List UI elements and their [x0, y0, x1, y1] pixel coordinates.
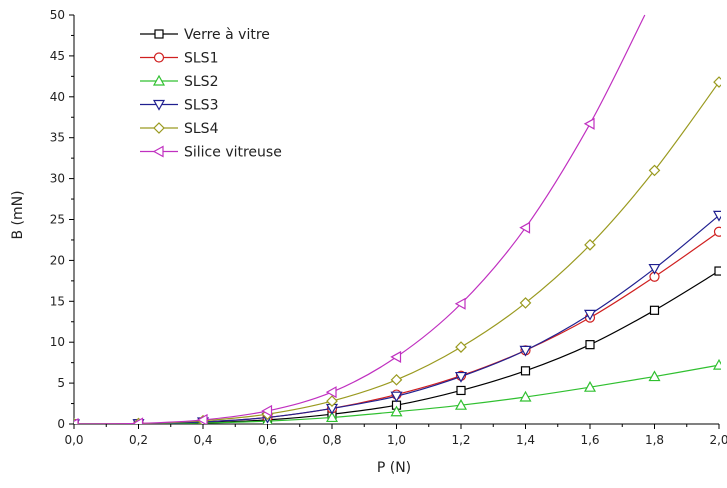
data-point: [713, 226, 721, 237]
data-point: [390, 373, 403, 386]
y-tick-label: 50: [50, 8, 65, 22]
x-tick-label: 0,0: [64, 433, 83, 447]
legend-label: SLS2: [184, 74, 218, 90]
y-tick-label: 40: [50, 90, 65, 104]
data-point: [583, 380, 597, 392]
y-tick-label: 0: [57, 417, 65, 431]
series-line: [74, 14, 646, 424]
y-tick-label: 15: [50, 294, 65, 308]
data-point: [196, 413, 208, 424]
data-point: [519, 221, 531, 234]
legend-label: SLS4: [184, 121, 219, 137]
data-point: [714, 266, 721, 276]
legend-marker: [154, 29, 164, 39]
y-tick-label: 20: [50, 253, 65, 267]
data-point: [584, 239, 596, 251]
x-tick-label: 0,6: [258, 433, 277, 447]
data-point: [454, 371, 468, 383]
data-point: [585, 340, 595, 350]
x-tick-label: 1,2: [451, 433, 470, 447]
data-point: [454, 297, 466, 310]
legend-label: Silice vitreuse: [184, 145, 282, 161]
data-point: [74, 417, 79, 424]
legend-marker: [153, 52, 165, 63]
legend-marker: [152, 145, 164, 158]
data-point: [713, 76, 721, 88]
x-tick-label: 1,8: [645, 433, 664, 447]
series: [74, 14, 646, 424]
x-tick-label: 1,4: [516, 433, 535, 447]
x-tick-label: 0,8: [322, 433, 341, 447]
legend-label: SLS3: [184, 98, 218, 114]
data-point: [648, 370, 661, 382]
series: [74, 358, 721, 424]
y-axis-title: B (mN): [10, 190, 26, 239]
legend-label: Verre à vitre: [184, 27, 270, 43]
data-point: [519, 345, 532, 357]
x-axis-title: P (N): [377, 460, 411, 476]
legend-marker: [152, 74, 166, 86]
legend-marker: [153, 122, 165, 134]
series-layer: [74, 14, 721, 424]
legend-item: SLS4: [140, 121, 219, 137]
legend-item: SLS3: [140, 98, 218, 114]
y-tick-label: 5: [57, 376, 65, 390]
data-point: [583, 309, 597, 321]
x-tick-label: 0,4: [193, 433, 212, 447]
data-point: [454, 398, 468, 410]
x-tick-label: 1,0: [387, 433, 406, 447]
x-tick-label: 1,6: [580, 433, 599, 447]
x-tick-label: 0,2: [129, 433, 148, 447]
legend-item: SLS1: [140, 51, 218, 67]
series-line: [74, 81, 720, 424]
data-point: [648, 164, 661, 177]
y-tick-label: 45: [50, 49, 65, 63]
data-point: [712, 210, 721, 222]
data-point: [390, 405, 403, 417]
y-tick-label: 10: [50, 335, 65, 349]
axes: 0,0 0,2 0,4 0,6 0,8 1,0 1,2 1,4 1,6 1,8 2,0 0 5 10 15 2…: [50, 8, 727, 447]
legend-label: SLS1: [184, 51, 218, 67]
data-point: [583, 117, 595, 130]
data-point: [456, 385, 466, 396]
data-point: [519, 390, 532, 402]
data-point: [649, 305, 660, 315]
data-point: [712, 358, 721, 370]
legend-item: Silice vitreuse: [140, 145, 282, 161]
x-tick-label: 2,0: [709, 433, 727, 447]
data-point: [648, 263, 661, 275]
series: [74, 210, 721, 424]
legend-item: Verre à vitre: [140, 27, 270, 43]
data-point: [325, 411, 339, 423]
data-point: [455, 341, 467, 353]
data-point: [261, 404, 273, 417]
data-point: [390, 391, 403, 403]
data-point: [520, 366, 531, 376]
data-point: [132, 417, 144, 424]
y-tick-label: 30: [50, 172, 65, 186]
legend-marker: [152, 99, 166, 111]
y-tick-label: 25: [50, 213, 65, 227]
y-tick-label: 35: [50, 131, 65, 145]
data-point: [519, 297, 532, 309]
data-point: [390, 350, 402, 363]
data-point: [326, 395, 338, 407]
series: [74, 76, 721, 424]
data-point: [325, 386, 337, 399]
legend: Verre à vitre SLS1 SLS2 SLS3 SLS4 Silice vitr…: [140, 27, 282, 161]
legend-item: SLS2: [140, 74, 218, 90]
